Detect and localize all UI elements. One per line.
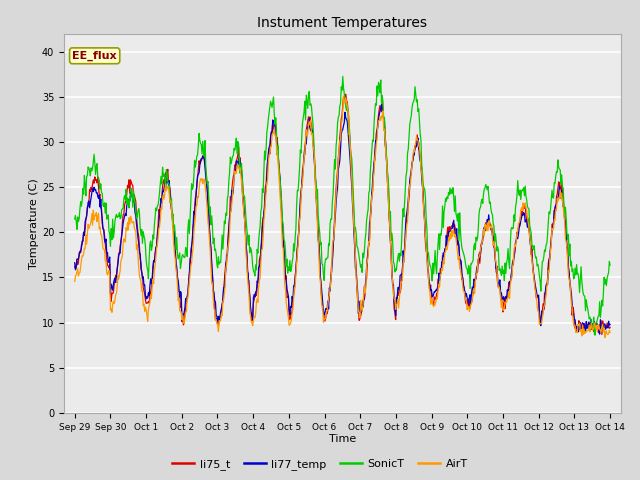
li75_t xyxy=(598,332,605,337)
Y-axis label: Temperature (C): Temperature (C) xyxy=(29,178,39,269)
li77_temp xyxy=(606,322,614,327)
SonicT xyxy=(339,73,347,79)
AirT xyxy=(71,278,79,284)
li75_t xyxy=(424,259,431,265)
li75_t xyxy=(606,324,614,330)
AirT xyxy=(601,335,609,340)
li77_temp xyxy=(218,303,226,309)
li77_temp xyxy=(190,209,198,215)
Line: li75_t: li75_t xyxy=(75,95,610,335)
Line: AirT: AirT xyxy=(75,96,610,337)
li75_t xyxy=(408,160,416,166)
SonicT xyxy=(424,250,431,255)
li75_t xyxy=(71,264,79,269)
SonicT xyxy=(591,332,599,338)
Text: EE_flux: EE_flux xyxy=(72,51,117,61)
li77_temp xyxy=(424,267,431,273)
SonicT xyxy=(71,216,79,222)
li77_temp xyxy=(378,102,385,108)
li77_temp xyxy=(596,331,604,337)
li77_temp xyxy=(81,233,88,239)
li75_t xyxy=(218,301,226,307)
li75_t xyxy=(81,232,88,238)
li77_temp xyxy=(71,260,79,265)
Line: SonicT: SonicT xyxy=(75,76,610,335)
SonicT xyxy=(218,232,226,238)
SonicT xyxy=(81,173,88,179)
AirT xyxy=(424,263,431,268)
li77_temp xyxy=(408,161,416,167)
SonicT xyxy=(190,174,198,180)
Legend: li75_t, li77_temp, SonicT, AirT: li75_t, li77_temp, SonicT, AirT xyxy=(168,455,472,474)
AirT xyxy=(606,329,614,335)
Line: li77_temp: li77_temp xyxy=(75,105,610,334)
li75_t xyxy=(342,92,349,97)
SonicT xyxy=(136,211,143,216)
SonicT xyxy=(408,105,416,111)
li75_t xyxy=(190,220,198,226)
AirT xyxy=(190,231,198,237)
li77_temp xyxy=(136,250,143,256)
AirT xyxy=(81,246,88,252)
AirT xyxy=(340,93,348,99)
Title: Instument Temperatures: Instument Temperatures xyxy=(257,16,428,30)
AirT xyxy=(218,312,226,318)
li75_t xyxy=(136,244,143,250)
AirT xyxy=(136,273,143,279)
SonicT xyxy=(606,262,614,268)
AirT xyxy=(408,162,416,168)
X-axis label: Time: Time xyxy=(329,434,356,444)
